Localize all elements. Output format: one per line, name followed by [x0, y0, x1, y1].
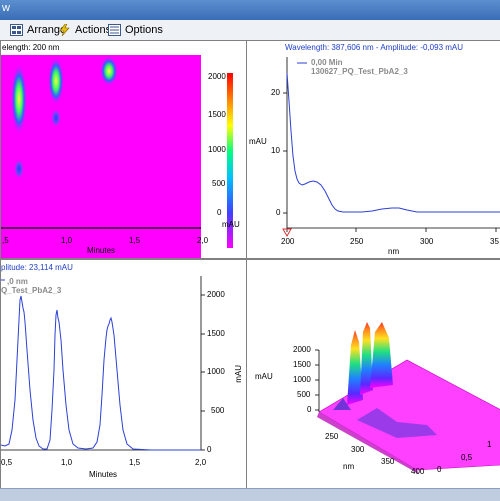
- z-tick: 1500: [293, 360, 311, 369]
- chromatogram-pane[interactable]: plitude: 23,114 mAU ,0 nm Q_Test_PbA2_3 …: [0, 259, 247, 490]
- actions-label: Actions: [75, 24, 112, 36]
- z-tick: 500: [297, 390, 311, 399]
- arrange-icon: [10, 24, 23, 36]
- colorbar: [227, 73, 233, 248]
- x-tick: ,5: [2, 236, 9, 245]
- window-title-bar: w: [0, 0, 500, 20]
- y-tick: 0: [276, 208, 281, 217]
- contour-plot-pane[interactable]: elength: 200 nm: [0, 40, 247, 259]
- z-tick: 0: [307, 405, 312, 414]
- options-label: Options: [125, 24, 163, 36]
- y-tick: 2000: [207, 290, 225, 299]
- nm-tick: 350: [381, 457, 395, 466]
- colorbar-tick: 2000: [208, 72, 226, 81]
- options-button[interactable]: Options: [108, 22, 163, 38]
- toolbar: Arrange Actions Options: [0, 20, 500, 41]
- spectrum-plot[interactable]: [247, 41, 500, 258]
- contour-peak-3: [100, 56, 118, 86]
- surface-peak-1: [347, 330, 363, 405]
- colorbar-unit: mAU: [222, 220, 240, 229]
- colorbar-tick: 0: [217, 208, 222, 217]
- nm-tick: 250: [325, 432, 339, 441]
- x-tick: 35: [490, 237, 499, 246]
- arrange-label: Arrange: [27, 24, 67, 36]
- x-tick: 0,5: [1, 458, 13, 467]
- legend-sample: Q_Test_PbA2_3: [1, 286, 62, 295]
- colorbar-tick: 500: [212, 179, 226, 188]
- spectrum-pane[interactable]: Wavelength: 387,606 nm - Amplitude: -0,0…: [246, 40, 500, 259]
- x-axis-label: Minutes: [89, 470, 118, 479]
- x-tick: 1,0: [61, 236, 73, 245]
- y-tick: 1500: [207, 329, 225, 338]
- cursor-marker[interactable]: [282, 228, 292, 238]
- x-tick: 300: [420, 237, 434, 246]
- contour-plot[interactable]: [1, 41, 246, 258]
- x-tick: 200: [281, 237, 295, 246]
- x-tick: 1,5: [129, 236, 141, 245]
- z-axis-label: mAU: [255, 372, 273, 381]
- status-bar: [0, 488, 500, 501]
- surface-peak-2: [360, 322, 373, 395]
- z-tick: 2000: [293, 345, 311, 354]
- y-tick: 0: [207, 445, 212, 454]
- arrange-button[interactable]: Arrange: [10, 22, 66, 38]
- nm-tick: 300: [351, 445, 365, 454]
- lightning-icon: [59, 24, 70, 36]
- legend-wavelength: ,0 nm: [7, 277, 28, 286]
- z-tick: 1000: [293, 375, 311, 384]
- time-tick: 0,5: [461, 453, 473, 462]
- contour-area: [1, 55, 201, 258]
- x-tick: 1,0: [61, 458, 73, 467]
- surface-peak-3: [370, 322, 393, 388]
- x-tick: 250: [350, 237, 364, 246]
- y-axis-label: mAU: [234, 365, 243, 383]
- y-tick: 1000: [207, 367, 225, 376]
- x-axis-label: Minutes: [87, 246, 116, 255]
- nm-axis-label: nm: [343, 462, 355, 471]
- y-tick: 500: [211, 406, 225, 415]
- chromatogram-trace: [1, 295, 201, 451]
- contour-header: elength: 200 nm: [2, 43, 60, 52]
- x-tick: 1,5: [129, 458, 141, 467]
- window-title: w: [2, 2, 10, 14]
- surface-3d-pane[interactable]: mAU 2000 1500 1000 500 0 250 300 350 400…: [246, 259, 500, 490]
- chromatogram-header: plitude: 23,114 mAU: [1, 263, 73, 272]
- legend-sample: 130627_PQ_Test_PbA2_3: [311, 67, 408, 76]
- y-tick: 20: [271, 88, 280, 97]
- time-tick: 0: [437, 465, 442, 474]
- time-tick: 1: [487, 440, 492, 449]
- colorbar-tick: 1500: [208, 110, 226, 119]
- contour-peak-2: [48, 57, 64, 105]
- x-tick: 2,0: [195, 458, 207, 467]
- contour-peak-1-lower: [14, 159, 24, 179]
- actions-button[interactable]: Actions: [58, 22, 111, 38]
- surface-3d-plot[interactable]: [247, 260, 500, 489]
- chromatogram-plot[interactable]: [1, 260, 246, 489]
- spectrum-trace: [286, 72, 500, 213]
- spectrum-header: Wavelength: 387,606 nm - Amplitude: -0,0…: [285, 43, 464, 52]
- y-axis-label: mAU: [249, 137, 267, 146]
- options-icon: [108, 24, 121, 36]
- x-axis-label: nm: [388, 247, 400, 256]
- nm-tick: 400: [411, 467, 425, 476]
- colorbar-tick: 1000: [208, 145, 226, 154]
- contour-peak-1: [11, 63, 27, 135]
- surface-base: [318, 359, 500, 471]
- legend-time: 0,00 Min: [311, 58, 343, 67]
- x-tick: 2,0: [197, 236, 209, 245]
- y-tick: 10: [271, 146, 280, 155]
- contour-peak-2-lower: [51, 109, 61, 127]
